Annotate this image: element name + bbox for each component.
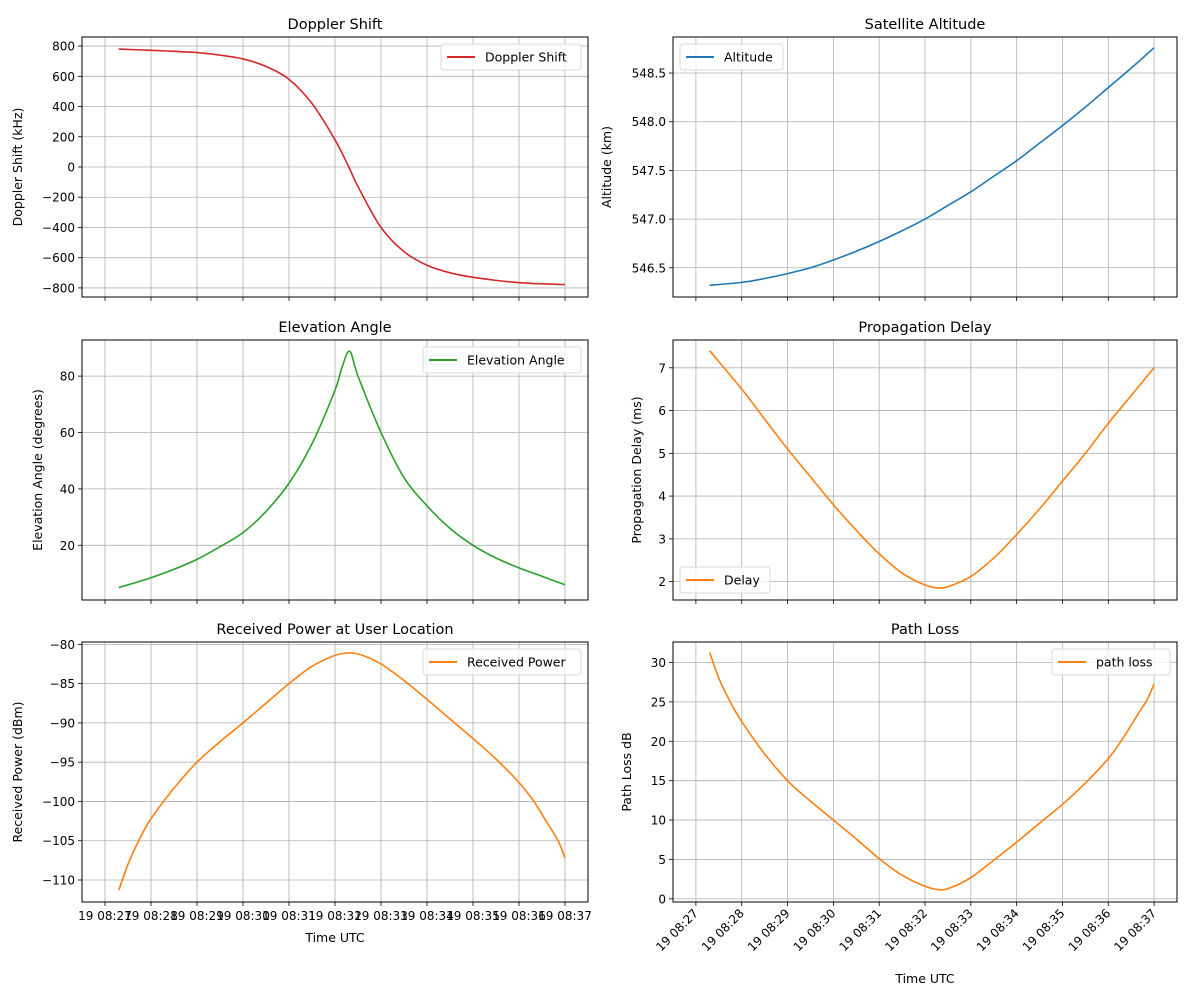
y-tick-label: 800 <box>52 40 75 54</box>
legend-label: path loss <box>1096 655 1153 670</box>
x-axis-label: Time UTC <box>894 971 955 986</box>
chart-title: Propagation Delay <box>858 320 992 336</box>
y-tick-label: 547.0 <box>632 213 666 227</box>
y-tick-label: −85 <box>50 677 75 691</box>
y-tick-label: −110 <box>42 874 75 888</box>
x-tick-label: 19 08:33 <box>354 909 408 923</box>
y-tick-label: 5 <box>658 853 666 867</box>
y-axis-label: Doppler Shift (kHz) <box>10 108 25 227</box>
y-tick-label: 2 <box>658 575 666 589</box>
doppler-shift-chart: −800 −600 −400 −200 0 200 400 600 800 Doppler Shi… <box>10 17 589 301</box>
y-tick-label: −600 <box>42 251 75 265</box>
y-tick-label: 60 <box>60 426 75 440</box>
y-tick-label: 6 <box>658 404 666 418</box>
y-tick-label: 4 <box>658 490 666 504</box>
y-axis-label: Propagation Delay (ms) <box>629 396 644 543</box>
y-tick-label: 546.5 <box>632 261 666 275</box>
y-tick-label: 0 <box>658 892 666 906</box>
x-axis-label: Time UTC <box>304 930 365 945</box>
chart-title: Elevation Angle <box>278 320 391 336</box>
legend-label: Elevation Angle <box>467 353 565 368</box>
series-line-path-loss <box>708 651 1155 891</box>
y-tick-label: −105 <box>42 834 75 848</box>
legend-box <box>440 43 582 71</box>
y-tick-label: −800 <box>42 281 75 295</box>
x-tick-label: 19 08:31 <box>262 909 316 923</box>
y-tick-label: 548.5 <box>632 67 666 81</box>
elevation-angle-chart: 20 40 60 80 Elevation Angle Elevation Angle (… <box>30 320 589 604</box>
x-tick-label: 19 08:27 <box>78 909 132 923</box>
series-line-received-power <box>118 652 566 891</box>
y-tick-label: 20 <box>60 539 75 553</box>
chart-title: Received Power at User Location <box>216 622 453 638</box>
y-tick-label: 7 <box>658 361 666 375</box>
legend-box <box>1051 648 1171 676</box>
legend: Elevation Angle <box>422 346 582 374</box>
y-tick-label: −95 <box>50 756 75 770</box>
chart-title: Satellite Altitude <box>865 17 986 33</box>
series-line-delay <box>709 350 1155 589</box>
legend-box <box>679 43 784 71</box>
x-tick-label: 19 08:36 <box>492 909 546 923</box>
chart-title: Path Loss <box>891 622 959 638</box>
y-tick-label: −90 <box>50 716 75 730</box>
x-tick-label: 19 08:35 <box>446 909 500 923</box>
series-line-altitude <box>709 47 1155 287</box>
y-tick-label: 30 <box>651 656 666 670</box>
legend-label: Altitude <box>724 50 773 65</box>
legend-label: Doppler Shift <box>485 50 567 65</box>
x-tick-label: 19 08:37 <box>538 909 592 923</box>
x-tick-label: 19 08:34 <box>400 909 454 923</box>
legend-box <box>422 346 582 374</box>
y-tick-label: −80 <box>50 638 75 652</box>
y-tick-label: 400 <box>52 100 75 114</box>
y-axis-label: Altitude (km) <box>599 126 614 208</box>
x-tick-label: 19 08:32 <box>308 909 362 923</box>
legend-box <box>422 648 582 676</box>
legend: Received Power <box>422 648 582 676</box>
legend: path loss <box>1051 648 1171 676</box>
y-axis-label: Elevation Angle (degrees) <box>30 389 45 551</box>
legend: Altitude <box>679 43 784 71</box>
satellite-altitude-chart: 546.5 547.0 547.5 548.0 548.5 Satellite Altit… <box>599 17 1178 301</box>
x-tick-label: 19 08:29 <box>170 909 224 923</box>
y-tick-label: 20 <box>651 735 666 749</box>
y-tick-label: 548.0 <box>632 115 666 129</box>
y-tick-label: 5 <box>658 447 666 461</box>
legend: Delay <box>679 566 771 594</box>
y-tick-label: −200 <box>42 191 75 205</box>
y-tick-label: 3 <box>658 532 666 546</box>
y-tick-label: 10 <box>651 814 666 828</box>
chart-title: Doppler Shift <box>288 17 383 33</box>
series-line-elevation-angle <box>118 350 566 589</box>
x-tick-label: 19 08:30 <box>216 909 270 923</box>
propagation-delay-chart: 2 3 4 5 6 7 Propagation Delay Propagation Delay… <box>629 320 1178 604</box>
y-tick-label: 200 <box>52 130 75 144</box>
y-tick-label: −400 <box>42 221 75 235</box>
legend-box <box>679 566 771 594</box>
y-axis-label: Path Loss dB <box>619 732 634 811</box>
y-tick-label: −100 <box>42 795 75 809</box>
series-line-doppler-shift <box>118 48 566 286</box>
y-tick-label: 600 <box>52 70 75 84</box>
y-tick-label: 80 <box>60 370 75 384</box>
legend-label: Received Power <box>467 655 566 670</box>
x-tick-label: 19 08:28 <box>124 909 178 923</box>
y-tick-label: 40 <box>60 482 75 496</box>
y-tick-label: 547.5 <box>632 164 666 178</box>
y-axis-label: Received Power (dBm) <box>10 701 25 842</box>
legend: Doppler Shift <box>440 43 582 71</box>
y-tick-label: 0 <box>67 161 75 175</box>
y-tick-label: 25 <box>651 695 666 709</box>
y-tick-label: 15 <box>651 774 666 788</box>
legend-label: Delay <box>724 573 760 588</box>
